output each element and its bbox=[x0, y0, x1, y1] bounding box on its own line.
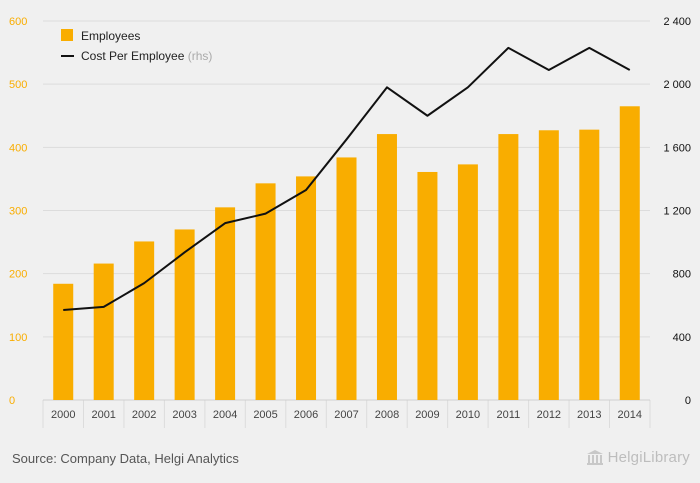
bar-employees bbox=[619, 106, 640, 401]
chart-svg: 0 100 200 300 400 500 600 0 400 800 1 200 1 600 2 00… bbox=[9, 16, 691, 428]
bar-employees bbox=[538, 130, 559, 401]
y-left-tick-label: 300 bbox=[9, 206, 27, 218]
y-right-tick-label: 800 bbox=[673, 269, 691, 281]
y-left-tick-label: 100 bbox=[9, 332, 27, 344]
x-tick-label: 2011 bbox=[497, 409, 521, 421]
legend-swatch-employees bbox=[61, 29, 73, 41]
bar-employees bbox=[93, 263, 114, 400]
bar-employees bbox=[336, 157, 357, 400]
source-note: Source: Company Data, Helgi Analytics bbox=[12, 451, 239, 466]
y-right-tick-label: 1 600 bbox=[663, 142, 691, 154]
x-tick-label: 2010 bbox=[456, 409, 480, 421]
y-right-tick-label: 1 200 bbox=[663, 206, 691, 218]
y-right-tick-label: 2 400 bbox=[663, 16, 691, 28]
x-tick-label: 2001 bbox=[91, 409, 115, 421]
bar-employees bbox=[255, 183, 276, 400]
bar-employees bbox=[134, 241, 155, 400]
x-tick-label: 2007 bbox=[334, 409, 358, 421]
y-left-tick-label: 400 bbox=[9, 142, 27, 154]
legend-label-employees: Employees bbox=[81, 29, 140, 43]
y-left-tick-label: 200 bbox=[9, 269, 27, 281]
y-right-tick-label: 400 bbox=[673, 332, 691, 344]
bar-employees bbox=[53, 283, 74, 400]
x-tick-label: 2008 bbox=[375, 409, 399, 421]
brand-name: HelgiLibrary bbox=[607, 449, 690, 466]
bar-employees bbox=[296, 176, 317, 400]
x-tick-label: 2000 bbox=[51, 409, 75, 421]
bar-employees bbox=[376, 134, 397, 400]
x-tick-label: 2014 bbox=[618, 409, 642, 421]
bar-employees bbox=[215, 207, 236, 400]
x-tick-label: 2013 bbox=[577, 409, 601, 421]
brand-logo: HelgiLibrary bbox=[586, 449, 690, 466]
x-tick-label: 2006 bbox=[294, 409, 318, 421]
bar-employees bbox=[579, 129, 600, 400]
x-tick-label: 2003 bbox=[172, 409, 196, 421]
y-right-tick-label: 0 bbox=[685, 395, 691, 407]
x-tick-label: 2004 bbox=[213, 409, 237, 421]
line-cost-per-employee bbox=[63, 46, 631, 311]
y-left-tick-label: 0 bbox=[9, 395, 15, 407]
library-icon bbox=[586, 450, 603, 465]
bar-employees bbox=[457, 164, 478, 400]
legend-label-rhs: (rhs) bbox=[188, 49, 213, 63]
x-tick-label: 2005 bbox=[253, 409, 277, 421]
y-left-tick-label: 500 bbox=[9, 79, 27, 91]
bar-employees bbox=[417, 171, 438, 400]
x-tick-label: 2009 bbox=[415, 409, 439, 421]
bar-employees bbox=[498, 134, 519, 400]
y-left-tick-label: 600 bbox=[9, 16, 27, 28]
x-tick-label: 2002 bbox=[132, 409, 156, 421]
bar-employees bbox=[174, 229, 195, 400]
x-tick-label: 2012 bbox=[537, 409, 561, 421]
y-right-tick-label: 2 000 bbox=[663, 79, 691, 91]
legend-label-cost: Cost Per Employee (rhs) bbox=[81, 49, 212, 63]
